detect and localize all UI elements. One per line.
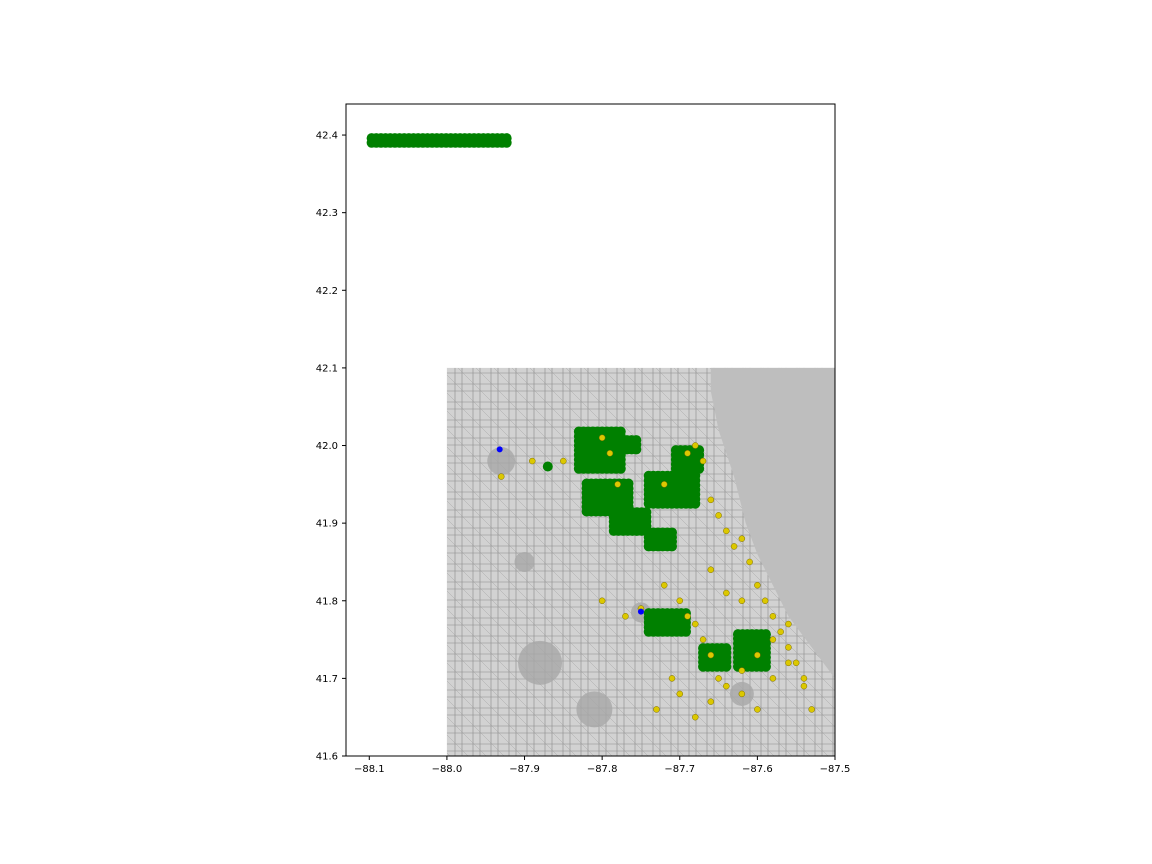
point — [754, 706, 761, 713]
point — [707, 651, 715, 659]
series-2 — [496, 446, 644, 615]
x-tick-label: −87.5 — [820, 764, 851, 775]
point-cluster-9 — [721, 643, 732, 654]
point — [746, 558, 753, 566]
map-water — [710, 367, 835, 679]
point — [372, 135, 383, 146]
point-cluster-10 — [760, 629, 771, 640]
point — [785, 659, 792, 667]
point — [800, 682, 808, 690]
point-cluster-2 — [631, 435, 642, 446]
point — [723, 527, 730, 535]
series-1 — [497, 434, 815, 721]
point — [738, 690, 746, 698]
point — [496, 446, 503, 453]
point — [684, 613, 691, 620]
point — [622, 613, 629, 620]
point — [598, 434, 606, 442]
point — [542, 461, 553, 472]
point — [529, 457, 536, 465]
point — [769, 675, 777, 682]
point-cluster-3 — [623, 478, 634, 489]
point — [692, 442, 699, 449]
point — [560, 457, 567, 465]
point — [723, 589, 730, 597]
point — [738, 667, 746, 674]
x-tick-label: −88.1 — [354, 764, 385, 775]
point — [606, 450, 614, 457]
point — [785, 644, 792, 651]
point — [660, 481, 668, 488]
point — [660, 581, 668, 589]
y-tick-label: 42.3 — [316, 208, 338, 219]
x-tick-label: −87.8 — [587, 764, 618, 775]
point — [738, 597, 746, 605]
point — [692, 713, 699, 721]
point — [637, 608, 644, 615]
x-tick-label: −87.9 — [509, 764, 540, 775]
point — [668, 675, 676, 682]
axes-frame — [345, 103, 836, 757]
background-map — [446, 367, 835, 756]
point — [653, 706, 660, 713]
point-cluster-7 — [667, 527, 677, 538]
point-cluster-1 — [615, 426, 626, 437]
point — [808, 706, 815, 713]
x-tick-label: −87.6 — [742, 764, 773, 775]
map-area-2 — [518, 640, 563, 685]
point — [777, 628, 784, 636]
point — [761, 597, 769, 605]
y-tick-label: 42.4 — [316, 131, 338, 142]
plot-area — [366, 133, 835, 756]
y-tick-label: 41.6 — [316, 752, 338, 763]
point — [715, 675, 722, 682]
point — [785, 620, 792, 628]
x-tick-label: −87.7 — [664, 764, 695, 775]
y-tick-label: 42.0 — [316, 441, 338, 452]
point-cluster-4 — [641, 507, 652, 518]
point — [730, 543, 738, 550]
map-area-3 — [576, 691, 613, 728]
map-area-0 — [487, 447, 516, 476]
point — [614, 481, 621, 488]
series-0 — [366, 133, 771, 672]
y-tick-label: 42.2 — [316, 286, 338, 297]
point — [707, 496, 715, 504]
point — [792, 659, 800, 667]
point — [699, 636, 707, 643]
point — [692, 620, 699, 628]
point — [754, 581, 761, 589]
point — [676, 597, 684, 605]
y-tick-label: 41.9 — [316, 519, 338, 530]
y-tick-label: 41.7 — [316, 674, 338, 685]
point — [676, 690, 684, 698]
point — [598, 597, 606, 605]
point — [769, 636, 777, 643]
map-area-5 — [514, 551, 535, 572]
point — [738, 535, 746, 542]
point — [769, 613, 777, 620]
y-tick-label: 42.1 — [316, 363, 338, 374]
point — [497, 473, 505, 480]
y-axis: 41.6 41.7 41.8 41.9 42.0 42.1 42.2 42.3 42.4 — [316, 131, 346, 763]
point — [754, 651, 761, 659]
point-cluster-0 — [501, 133, 512, 144]
point — [707, 566, 715, 573]
point — [715, 512, 722, 519]
point — [723, 682, 730, 690]
x-axis: −88.1 −88.0 −87.9 −87.8 −87.7 −87.6 −87.5 — [354, 756, 850, 775]
point — [800, 675, 808, 682]
y-tick-label: 41.8 — [316, 596, 338, 607]
scatter-points — [366, 133, 815, 721]
point — [684, 450, 691, 457]
x-tick-label: −88.0 — [432, 764, 463, 775]
point — [699, 457, 707, 465]
point — [707, 698, 715, 705]
